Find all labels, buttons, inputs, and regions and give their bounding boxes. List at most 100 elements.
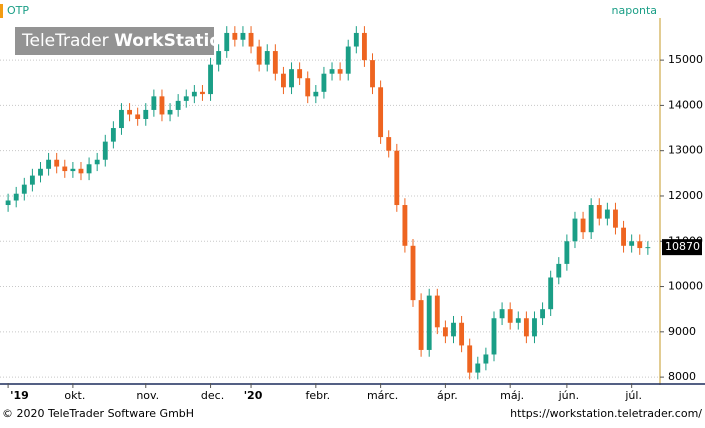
candle-body [232, 32, 238, 40]
candle-body [434, 295, 440, 328]
candle-body [442, 327, 448, 337]
candle-body [580, 218, 586, 233]
candle-body [540, 309, 546, 319]
candle-body [451, 322, 456, 337]
x-tick-label: '19 [10, 389, 29, 402]
x-tick-label: '20 [244, 389, 263, 402]
candle-body [200, 91, 205, 95]
candle-body [159, 96, 165, 115]
candle-body [621, 227, 626, 246]
candle-body [119, 109, 124, 129]
x-tick-label: okt. [64, 389, 85, 402]
candle-body [94, 159, 100, 165]
candle-body [86, 164, 92, 174]
title-marker [0, 4, 3, 18]
y-tick-label: 14000 [668, 98, 703, 111]
candle-body [515, 318, 521, 323]
interval-label: naponta [612, 4, 657, 17]
candle-body [353, 32, 359, 47]
candle-body [370, 60, 375, 88]
candle-body [329, 69, 335, 74]
candle-body [289, 69, 294, 88]
y-tick-label: 10000 [668, 280, 703, 293]
copyright: © 2020 TeleTrader Software GmbH [2, 407, 194, 420]
candle-body [604, 209, 610, 219]
candle-body [321, 73, 327, 92]
candle-body [491, 318, 497, 355]
candle-body [102, 141, 108, 160]
candle-body [256, 46, 262, 65]
candle-body [588, 205, 594, 233]
y-tick-label: 9000 [668, 325, 696, 338]
candle-body [175, 100, 181, 110]
candle-body [208, 64, 213, 95]
logo-text-bold: WorkStation [114, 31, 233, 51]
candle-body [29, 175, 35, 185]
candle-body [394, 150, 400, 206]
candle-body [418, 300, 424, 350]
candle-body [410, 245, 416, 301]
x-tick-label: dec. [201, 389, 224, 402]
candle-body [167, 109, 173, 115]
x-tick-label: máj. [500, 389, 524, 402]
candle-body [38, 168, 43, 176]
candle-body [135, 114, 141, 119]
plot: 80009000100001100012000130001400015000'1… [0, 26, 703, 402]
y-tick-label: 15000 [668, 53, 703, 66]
candle-body [345, 46, 351, 74]
last-price-label: 10870 [665, 240, 700, 253]
candle-body [337, 69, 343, 74]
candle-body [127, 109, 132, 115]
candle-body [645, 247, 651, 249]
logo-box [15, 27, 214, 55]
candle-body [46, 159, 52, 169]
y-tick-label: 8000 [668, 370, 696, 383]
candle-body [21, 184, 27, 194]
candle-body [378, 87, 384, 138]
candle-body [297, 69, 303, 79]
x-tick-label: jún. [558, 389, 580, 402]
candle-body [224, 32, 230, 52]
last-price-box [662, 239, 702, 256]
candle-body [54, 159, 60, 167]
candle-body [70, 168, 76, 172]
candle-body [281, 73, 286, 88]
y-tick-label: 12000 [668, 189, 703, 202]
candle-body [402, 205, 408, 246]
logo: TeleTrader WorkStation [21, 31, 233, 51]
x-tick-label: márc. [367, 389, 398, 402]
candle-body [613, 209, 618, 228]
candle-body [151, 96, 157, 110]
candle-body [572, 218, 578, 242]
candle-body [629, 241, 635, 246]
candle-body [637, 241, 643, 249]
candle-body [426, 295, 432, 350]
x-tick-label: ápr. [437, 389, 458, 402]
candle-body [305, 78, 311, 97]
x-tick-label: febr. [306, 389, 331, 402]
candle-body [483, 354, 489, 364]
candle-body [361, 32, 367, 61]
candle-body [499, 309, 505, 319]
candle-body [386, 137, 392, 151]
candle-body [240, 32, 246, 40]
candle-body [183, 96, 189, 101]
source-url: https://workstation.teletrader.com/ [510, 407, 702, 420]
candle-body [78, 168, 84, 174]
candle-body [110, 128, 116, 142]
candle-body [532, 318, 537, 337]
candle-body [13, 193, 19, 201]
chart-title: OTP [7, 4, 29, 17]
candle-body [62, 166, 68, 172]
candle-body [523, 318, 529, 337]
candle-body [272, 51, 278, 74]
candle-body [564, 241, 570, 264]
candle-body [313, 91, 319, 97]
logo-text: TeleTrader [21, 31, 109, 51]
candle-body [143, 109, 149, 119]
candle-body [467, 345, 473, 373]
candle-body [264, 51, 270, 65]
